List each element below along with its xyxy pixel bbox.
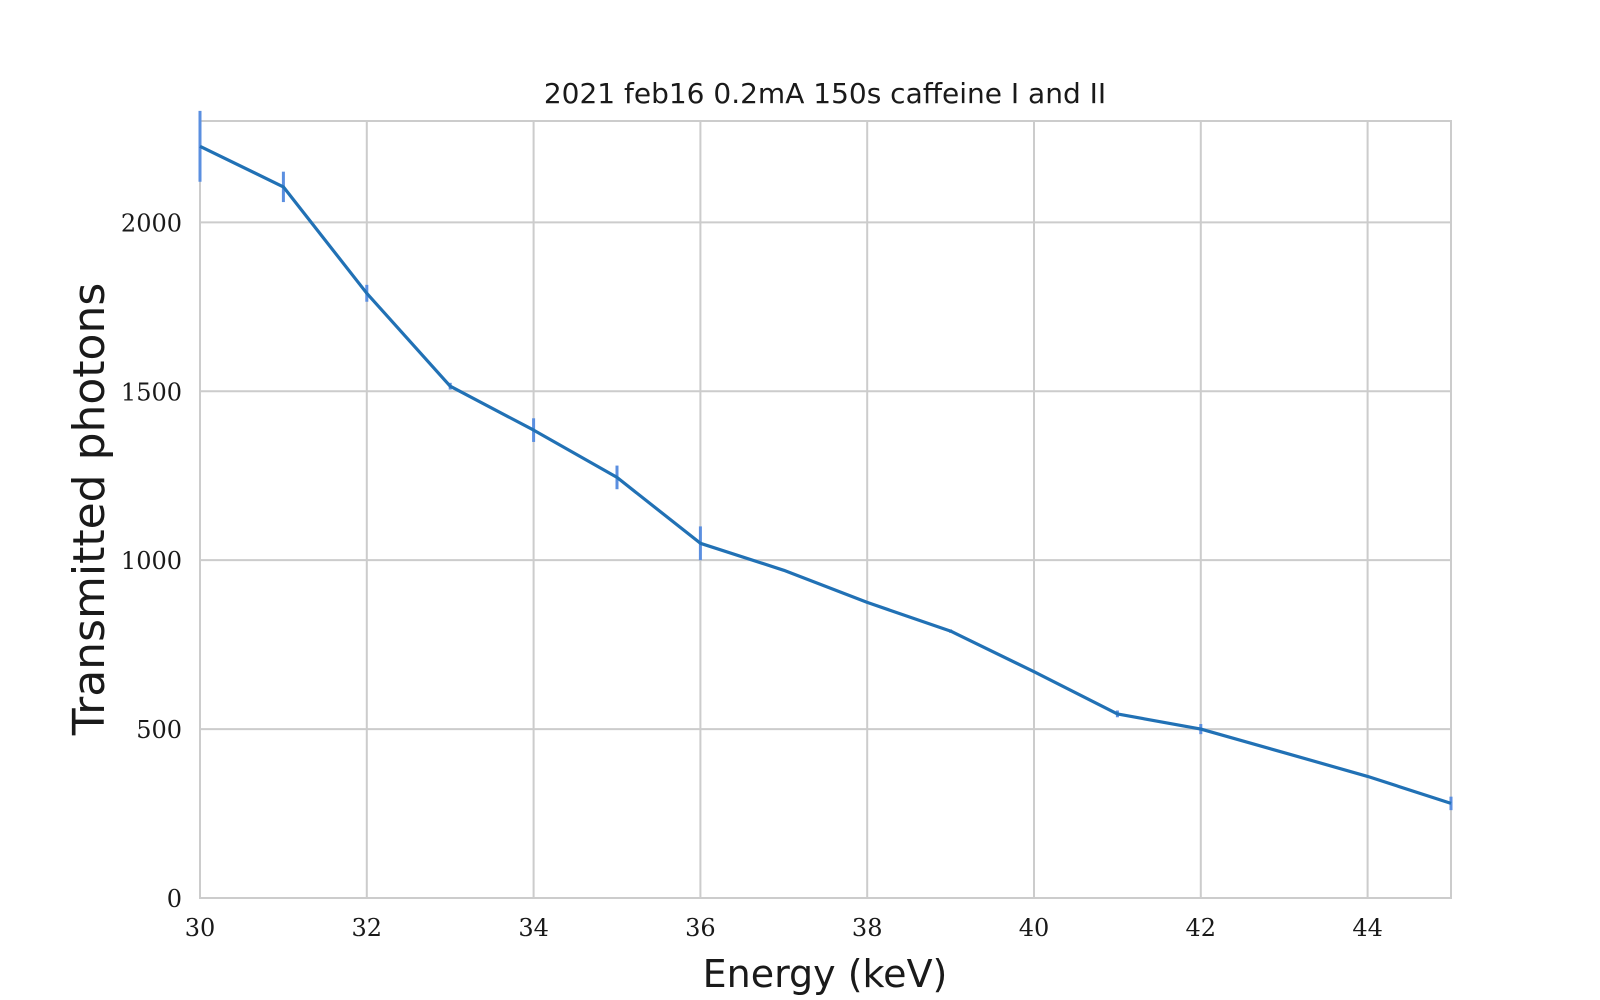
x-tick-labels: 30 32 34 36 38 40 42 44 — [185, 914, 1383, 942]
y-axis-label: Transmitted photons — [64, 283, 115, 737]
x-tick-label: 42 — [1186, 914, 1217, 942]
chart-title: 2021 feb16 0.2mA 150s caffeine I and II — [544, 77, 1106, 110]
x-tick-label: 40 — [1019, 914, 1050, 942]
series-line — [199, 144, 1452, 805]
plot-frame — [199, 120, 1452, 899]
error-bars — [198, 110, 1453, 811]
x-tick-label: 38 — [852, 914, 883, 942]
grid — [199, 121, 1451, 899]
y-tick-label: 1500 — [121, 378, 182, 406]
y-tick-labels: 0 500 1000 1500 2000 — [121, 209, 182, 913]
x-tick-label: 34 — [518, 914, 549, 942]
y-tick-label: 1000 — [121, 547, 182, 575]
y-tick-label: 0 — [167, 885, 182, 913]
x-tick-label: 30 — [185, 914, 216, 942]
x-tick-label: 32 — [352, 914, 383, 942]
x-axis-label: Energy (keV) — [703, 952, 948, 996]
x-tick-label: 36 — [685, 914, 716, 942]
y-tick-label: 2000 — [121, 209, 182, 237]
x-tick-label: 44 — [1352, 914, 1383, 942]
y-tick-label: 500 — [136, 716, 182, 744]
